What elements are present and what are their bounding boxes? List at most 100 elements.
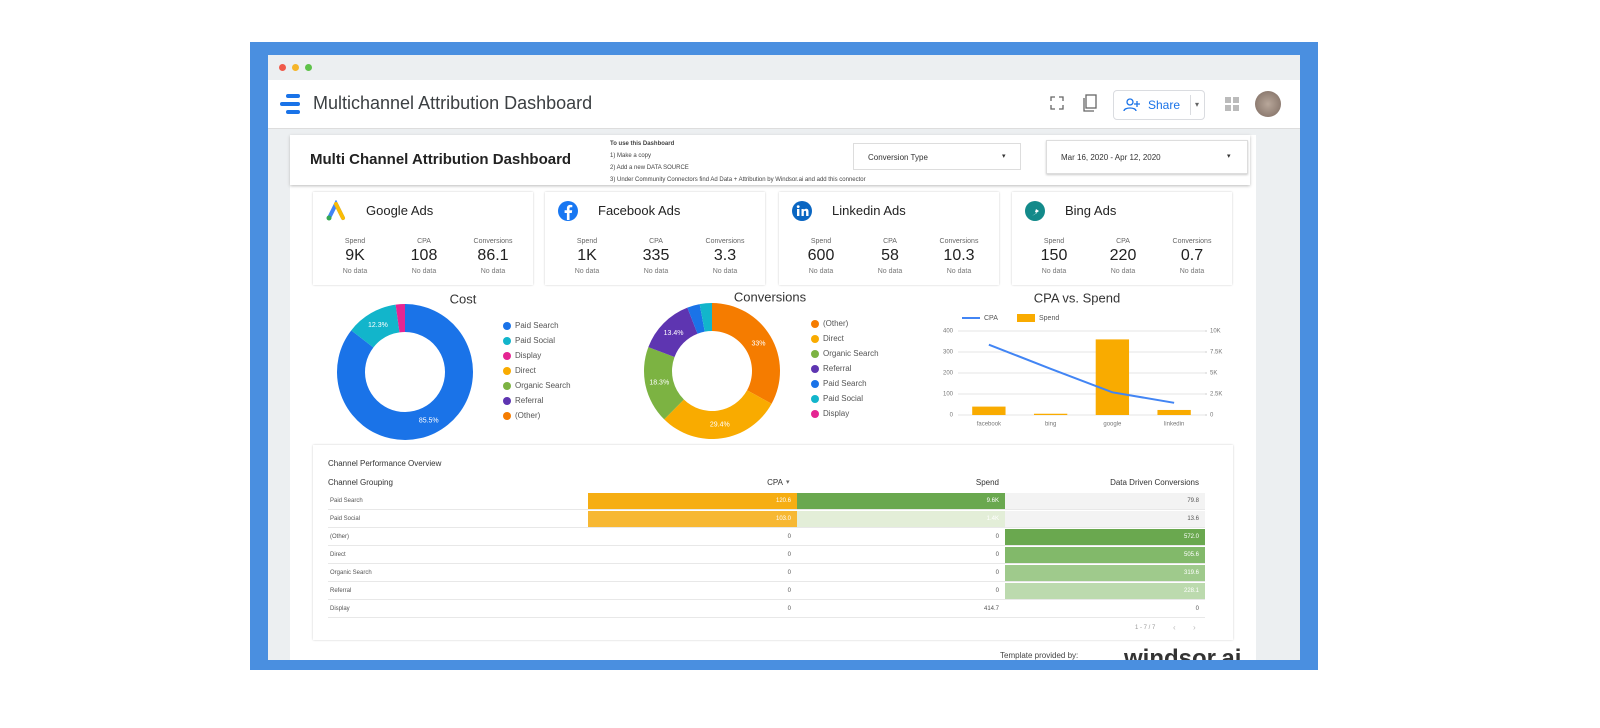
row-label: Direct <box>328 547 588 564</box>
column-header: Data Driven Conversions <box>1110 478 1199 487</box>
sort-arrow[interactable]: ▾ <box>786 479 790 486</box>
dropdown-arrow: ▾ <box>1227 153 1231 160</box>
metric-label: Conversions <box>939 238 979 245</box>
date-label: Mar 16, 2020 - Apr 12, 2020 <box>1061 153 1161 162</box>
copy-icon[interactable] <box>1082 94 1098 112</box>
share-dropdown[interactable]: ▾ <box>1190 95 1199 115</box>
metric-value: 10.3 <box>943 247 975 264</box>
metric-note: No data <box>1110 268 1136 275</box>
share-icon <box>1123 98 1140 112</box>
ad-icon <box>1025 201 1045 221</box>
table-cell: 79.8 <box>1005 493 1205 510</box>
app-bar: Multichannel Attribution Dashboard Share… <box>268 80 1300 129</box>
table-title: Channel Performance Overview <box>328 459 442 468</box>
metric-value: 86.1 <box>477 247 509 264</box>
footer-brand: windsor.ai <box>1124 645 1242 660</box>
table-cell: 228.1 <box>1005 583 1205 600</box>
share-button[interactable]: Share ▾ <box>1113 90 1205 120</box>
row-label: (Other) <box>328 529 588 546</box>
metric-label: Conversions <box>473 238 513 245</box>
footer-note: Template provided by: <box>1000 651 1079 660</box>
metric-value: 58 <box>881 247 899 264</box>
instruction: 1) Make a copy <box>610 153 652 159</box>
instructions: To use this Dashboard 1) Make a copy 2) … <box>610 138 866 186</box>
date-filter[interactable]: Mar 16, 2020 - Apr 12, 2020 ▾ <box>1046 140 1248 174</box>
table-cell: 0 <box>588 529 797 546</box>
metric-note: No data <box>480 268 506 275</box>
card-title: Bing Ads <box>1065 203 1117 218</box>
metric-value: 150 <box>1040 247 1068 264</box>
metric-note: No data <box>342 268 368 275</box>
metric-value: 600 <box>807 247 835 264</box>
metric-label: CPA <box>883 238 897 245</box>
metric-note: No data <box>643 268 669 275</box>
table-cell: 0 <box>1005 601 1205 618</box>
browser-window: Multichannel Attribution Dashboard Share… <box>268 55 1300 660</box>
table-cell: 0 <box>797 583 1005 600</box>
column-header: Channel Grouping <box>328 478 393 487</box>
avatar[interactable] <box>1255 91 1281 117</box>
row-label: Paid Search <box>328 493 588 510</box>
row-label: Organic Search <box>328 565 588 582</box>
table-cell: 0 <box>797 565 1005 582</box>
metric-note: No data <box>1179 268 1205 275</box>
maximize-dot[interactable] <box>305 64 312 71</box>
apps-icon[interactable] <box>1225 97 1239 111</box>
metric-label: Conversions <box>1172 238 1212 245</box>
table: Channel Grouping CPA Spend Data Driven Conv… <box>328 475 1205 625</box>
metric-note: No data <box>411 268 437 275</box>
metric-label: CPA <box>1116 238 1130 245</box>
dashboard-title: Multi Channel Attribution Dashboard <box>310 151 572 168</box>
row-label: Referral <box>328 583 588 600</box>
table-cell: 1.4K <box>797 511 1005 528</box>
table-cell: 0 <box>797 547 1005 564</box>
page-next[interactable]: › <box>1193 623 1196 632</box>
metric-note: No data <box>877 268 903 275</box>
instruction: 2) Add a new DATA SOURCE <box>610 165 689 171</box>
card-title: Google Ads <box>366 203 434 218</box>
ad-card: Google Ads Spend 9K No data CPA 108 No data Con… <box>313 192 533 285</box>
table-cell: 103.0 <box>588 511 797 528</box>
table-cell: 0 <box>588 565 797 582</box>
app-title: Multichannel Attribution Dashboard <box>313 93 593 113</box>
close-dot[interactable] <box>279 64 286 71</box>
metric-label: CPA <box>417 238 431 245</box>
metric-value: 1K <box>577 247 597 264</box>
app-logo <box>280 94 300 114</box>
metric-label: Conversions <box>705 238 745 245</box>
metric-label: Spend <box>1043 238 1065 245</box>
metric-value: 108 <box>410 247 438 264</box>
table-cell: 0 <box>588 583 797 600</box>
metric-note: No data <box>808 268 834 275</box>
table-cell: 9.6K <box>797 493 1005 510</box>
metric-value: 3.3 <box>713 247 737 264</box>
metric-label: Spend <box>576 238 598 245</box>
table-cell: 0 <box>588 601 797 618</box>
metric-value: 0.7 <box>1180 247 1204 264</box>
column-header: CPA <box>767 478 783 487</box>
minimize-dot[interactable] <box>292 64 299 71</box>
dropdown-arrow: ▾ <box>1002 153 1006 160</box>
filter-label: Conversion Type <box>868 153 928 162</box>
pagination: 1 - 7 / 7 <box>1135 625 1156 631</box>
table-cell: 13.6 <box>1005 511 1205 528</box>
card-title: Facebook Ads <box>598 203 681 218</box>
ad-card: Facebook Ads Spend 1K No data CPA 335 No data C… <box>545 192 765 285</box>
metric-note: No data <box>712 268 738 275</box>
dashboard-header: Multi Channel Attribution Dashboard To u… <box>290 135 1250 185</box>
fullscreen-icon[interactable] <box>1050 96 1064 110</box>
table-cell: 319.6 <box>1005 565 1205 582</box>
page-prev[interactable]: ‹ <box>1173 623 1176 632</box>
row-label: Display <box>328 601 588 618</box>
metric-value: 9K <box>345 247 365 264</box>
ad-icon <box>558 201 578 221</box>
metric-value: 220 <box>1109 247 1137 264</box>
table-panel: Channel Performance Overview Channel Gro… <box>313 445 1233 640</box>
ad-icon <box>792 201 812 221</box>
ad-card: Linkedin Ads Spend 600 No data CPA 58 No data C… <box>779 192 999 285</box>
table-cell: 505.6 <box>1005 547 1205 564</box>
conversion-type-filter[interactable]: Conversion Type ▾ <box>853 143 1021 170</box>
metric-note: No data <box>574 268 600 275</box>
card-title: Linkedin Ads <box>832 203 906 218</box>
table-cell: 120.6 <box>588 493 797 510</box>
